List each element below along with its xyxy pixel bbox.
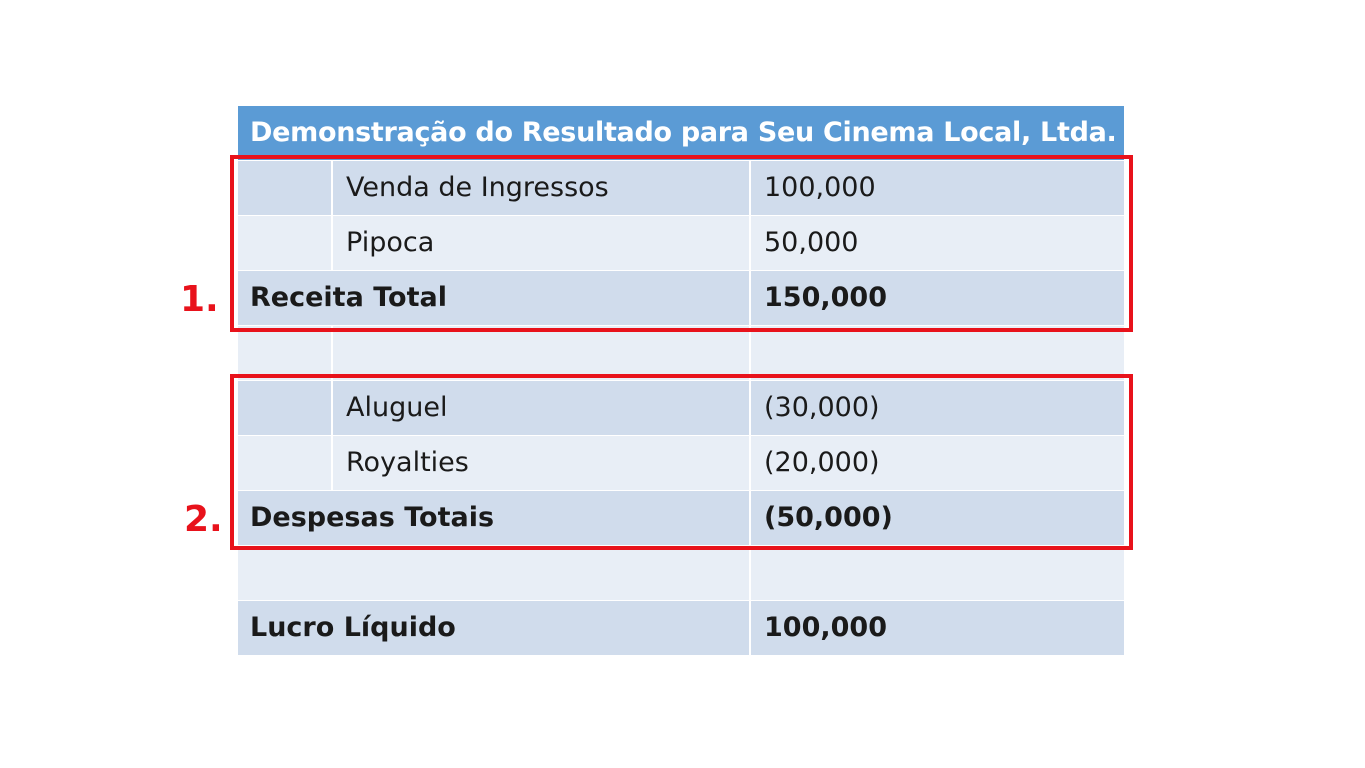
annotation-marker-1: 1. (180, 279, 219, 320)
row-value: (30,000) (764, 392, 880, 423)
net-label: Lucro Líquido (238, 601, 751, 655)
table-row-revenue-item-2: Pipoca 50,000 (238, 215, 1124, 270)
row-label: Pipoca (333, 216, 751, 270)
table-row-net-profit: Lucro Líquido 100,000 (238, 600, 1124, 655)
empty-cell (751, 326, 1124, 380)
income-statement-table: Demonstração do Resultado para Seu Cinem… (238, 106, 1124, 655)
table-row-expense-item-2: Royalties (20,000) (238, 435, 1124, 490)
row-label: Royalties (333, 436, 751, 490)
row-label: Venda de Ingressos (333, 161, 751, 215)
table-row-expense-item-1: Aluguel (30,000) (238, 380, 1124, 435)
indent-cell (238, 216, 333, 270)
total-label: Despesas Totais (238, 491, 751, 545)
total-value: (50,000) (764, 502, 893, 533)
table-row-spacer (238, 325, 1124, 380)
empty-cell (238, 326, 333, 380)
table-row-expense-total: Despesas Totais (50,000) (238, 490, 1124, 545)
total-value: 150,000 (764, 282, 887, 313)
indent-cell (238, 161, 333, 215)
table-title: Demonstração do Resultado para Seu Cinem… (238, 106, 1124, 160)
empty-cell (751, 546, 1124, 600)
row-label: Aluguel (333, 381, 751, 435)
row-value: 50,000 (764, 227, 859, 258)
empty-cell (238, 546, 751, 600)
table-row-revenue-item-1: Venda de Ingressos 100,000 (238, 160, 1124, 215)
annotation-marker-2: 2. (184, 499, 223, 540)
total-label: Receita Total (238, 271, 751, 325)
indent-cell (238, 436, 333, 490)
net-value: 100,000 (764, 612, 887, 643)
indent-cell (238, 381, 333, 435)
table-row-revenue-total: Receita Total 150,000 (238, 270, 1124, 325)
row-value: 100,000 (764, 172, 876, 203)
row-value: (20,000) (764, 447, 880, 478)
empty-cell (333, 326, 751, 380)
table-row-spacer (238, 545, 1124, 600)
